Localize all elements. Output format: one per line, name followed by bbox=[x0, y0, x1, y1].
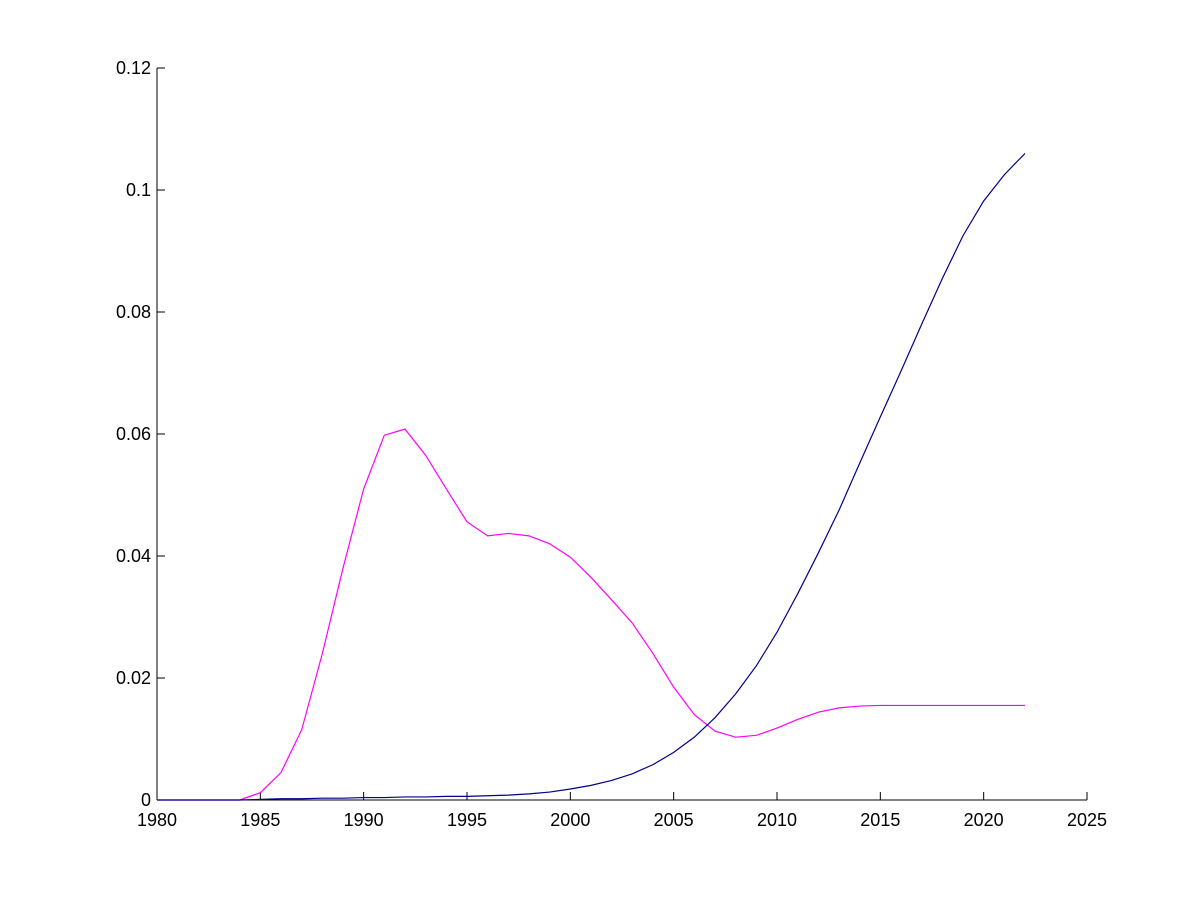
x-tick-label: 2005 bbox=[654, 810, 694, 830]
x-tick-label: 1990 bbox=[344, 810, 384, 830]
x-tick-label: 2015 bbox=[860, 810, 900, 830]
series-line-2 bbox=[157, 152, 1026, 801]
y-tick-label: 0.02 bbox=[116, 668, 151, 688]
y-tick-label: 0.06 bbox=[116, 424, 151, 444]
y-tick-label: 0.08 bbox=[116, 302, 151, 322]
plot-area: 1980 1985 1990 1995 2000 2005 2010 2015 2020 2025… bbox=[116, 58, 1107, 830]
x-tick-label: 2025 bbox=[1067, 810, 1107, 830]
y-axis-ticks: 0 0.02 0.04 0.06 0.08 0.1 0.12 bbox=[116, 58, 165, 810]
x-tick-label: 2020 bbox=[964, 810, 1004, 830]
x-tick-label: 1980 bbox=[137, 810, 177, 830]
x-tick-label: 2010 bbox=[757, 810, 797, 830]
x-tick-label: 1985 bbox=[240, 810, 280, 830]
y-tick-label: 0.1 bbox=[126, 180, 151, 200]
x-tick-label: 1995 bbox=[447, 810, 487, 830]
y-tick-label: 0.04 bbox=[116, 546, 151, 566]
y-tick-label: 0.12 bbox=[116, 58, 151, 78]
x-tick-label: 2000 bbox=[550, 810, 590, 830]
x-axis-ticks: 1980 1985 1990 1995 2000 2005 2010 2015 2020 2025 bbox=[137, 792, 1107, 830]
series-line-1 bbox=[157, 428, 1025, 801]
y-tick-label: 0 bbox=[141, 790, 151, 810]
series-lines bbox=[157, 152, 1026, 801]
